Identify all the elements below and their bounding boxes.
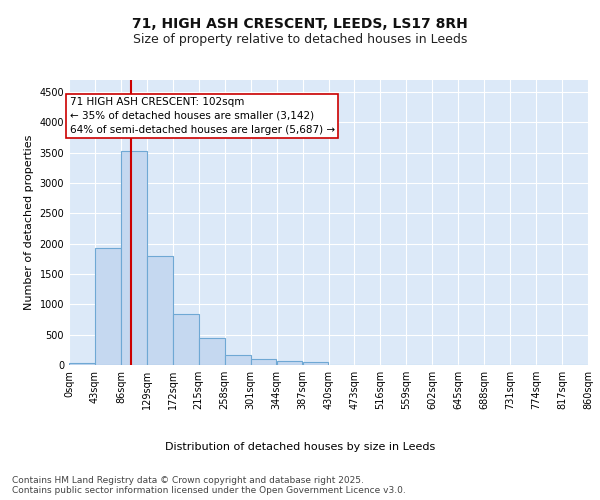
Bar [69,363,95,365]
Bar [277,361,302,365]
Text: 71, HIGH ASH CRESCENT, LEEDS, LS17 8RH: 71, HIGH ASH CRESCENT, LEEDS, LS17 8RH [132,18,468,32]
Bar [251,359,277,365]
Bar [302,362,328,365]
Bar [199,338,224,365]
Bar [147,256,173,365]
Text: Distribution of detached houses by size in Leeds: Distribution of detached houses by size … [165,442,435,452]
Y-axis label: Number of detached properties: Number of detached properties [24,135,34,310]
Bar [225,356,251,365]
Bar [95,248,121,365]
Bar [173,314,199,365]
Text: Contains HM Land Registry data © Crown copyright and database right 2025.
Contai: Contains HM Land Registry data © Crown c… [12,476,406,495]
Text: Size of property relative to detached houses in Leeds: Size of property relative to detached ho… [133,32,467,46]
Text: 71 HIGH ASH CRESCENT: 102sqm
← 35% of detached houses are smaller (3,142)
64% of: 71 HIGH ASH CRESCENT: 102sqm ← 35% of de… [70,97,335,135]
Bar [121,151,147,365]
